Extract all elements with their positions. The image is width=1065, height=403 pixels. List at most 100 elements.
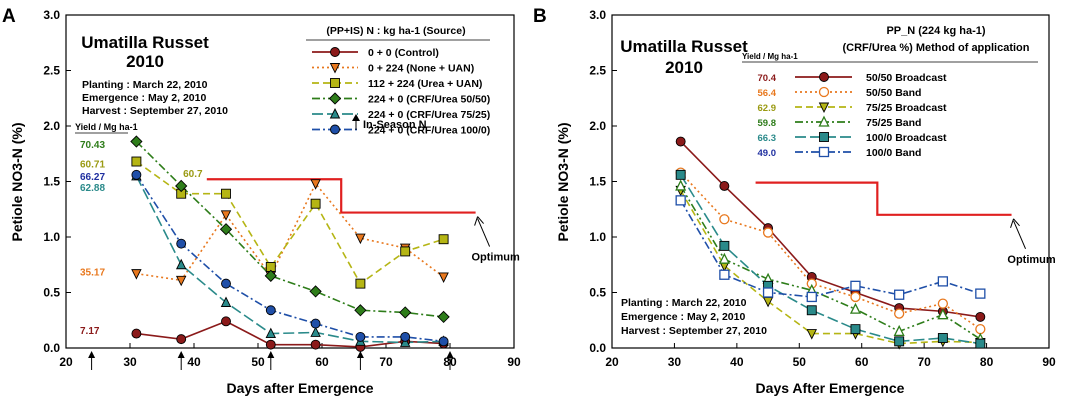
panel-a: A Umatilla Russet 2010 Planting : March … [2, 6, 521, 396]
series-line-a-4 [135, 175, 444, 344]
data-point-a-3 [219, 223, 233, 236]
data-point-b-5 [850, 280, 861, 291]
y-tick-label-a: 3.0 [43, 8, 60, 22]
data-point-b-5 [937, 276, 949, 287]
legend-label-a: 224 + 0 (CRF/Urea 50/50) [368, 94, 490, 106]
data-point-a-0 [221, 316, 231, 327]
chart-title-b: Umatilla Russet [620, 37, 748, 56]
legend-title-b-1: PP_N (224 kg ha-1) [886, 25, 985, 37]
legend-marker-b [819, 72, 829, 82]
y-tick-label-a: 0.0 [43, 341, 60, 355]
yield-header-a: Yield / Mg ha-1 [75, 122, 138, 132]
data-point-b-4 [894, 336, 905, 347]
data-point-b-5 [762, 287, 774, 298]
in-season-arrow [177, 351, 185, 370]
y-tick-label-a: 1.5 [43, 175, 60, 189]
series-line-a-5 [135, 174, 444, 343]
legend-marker-a [328, 92, 342, 105]
legend-b: 70.4 50/50 Broadcast 56.4 50/50 Band 62.9 75/… [758, 72, 948, 159]
yield-label-a: 66.27 [80, 172, 105, 183]
data-point-a-0 [131, 328, 142, 339]
data-point-b-3 [893, 324, 905, 336]
optimum-label-b: Optimum [1007, 254, 1055, 266]
data-point-b-0 [675, 136, 686, 147]
legend-yield-b: 59.8 [758, 118, 777, 129]
x-tick-label-b: 90 [1042, 355, 1056, 369]
data-point-a-3 [309, 285, 322, 298]
legend-item-a: 224 + 0 (CRF/Urea 75/25) [312, 107, 490, 121]
legend-item-a: 224 + 0 (CRF/Urea 50/50) [312, 92, 490, 106]
yield-label-a: 62.88 [80, 183, 105, 194]
optimum-line-a [206, 178, 476, 214]
legend-marker-a [329, 107, 341, 119]
data-point-b-5 [675, 195, 686, 206]
legend-a: 0 + 0 (Control) 0 + 224 (None + UAN) 112 +… [312, 47, 490, 137]
data-point-a-5 [176, 238, 187, 249]
legend-item-a: 0 + 0 (Control) [312, 47, 439, 59]
data-point-b-5 [719, 269, 730, 280]
data-point-b-4 [675, 169, 686, 180]
series-line-b-2 [679, 189, 981, 345]
data-point-a-4 [175, 258, 187, 270]
legend-marker-b [818, 86, 830, 98]
x-tick-label-a: 40 [187, 355, 201, 369]
legend-item-b: 56.4 50/50 Band [758, 86, 921, 99]
legend-item-b: 62.9 75/25 Broadcast [758, 102, 948, 114]
data-point-a-5 [355, 331, 366, 342]
series-line-b-4 [679, 174, 981, 345]
data-point-a-0 [265, 339, 276, 350]
data-point-a-5 [438, 336, 449, 347]
legend-marker-b [818, 102, 830, 114]
yield-label-a: 60.71 [80, 160, 105, 171]
data-point-b-0 [719, 180, 730, 191]
yield-label-a: 7.17 [80, 326, 100, 337]
legend-item-b: 70.4 50/50 Broadcast [758, 72, 948, 84]
legend-yield-b: 49.0 [758, 148, 777, 159]
legend-label-b: 100/0 Broadcast [866, 132, 947, 144]
legend-label-a: 0 + 0 (Control) [368, 47, 439, 59]
x-tick-label-a: 20 [59, 355, 73, 369]
data-point-b-2 [762, 296, 774, 308]
data-point-a-1 [310, 179, 321, 190]
series-line-a-1 [136, 182, 445, 282]
legend-marker-a [330, 47, 340, 57]
legend-marker-a [329, 63, 341, 74]
plot-area-b: 20 30 40 50 60 70 80 90 0.0 0.5 1.0 1.5 2.0 2.5 3.0 Opt… [589, 8, 1056, 369]
series-line-b-5 [679, 199, 981, 298]
data-point-a-5 [400, 331, 411, 342]
data-point-b-1 [937, 298, 949, 309]
legend-label-b: 100/0 Band [866, 147, 921, 159]
data-point-a-5 [131, 169, 142, 180]
info-harvest-b: Harvest : September 27, 2010 [621, 325, 767, 337]
data-point-a-3 [175, 179, 188, 193]
data-point-b-3 [718, 252, 730, 264]
legend-label-b: 75/25 Band [866, 117, 921, 129]
series-line-a-3 [135, 140, 444, 318]
data-point-a-0 [176, 334, 187, 345]
x-tick-label-a: 90 [507, 355, 521, 369]
yield-label-a: 70.43 [80, 140, 105, 151]
y-tick-label-b: 2.0 [589, 119, 606, 133]
data-point-b-1 [719, 214, 730, 225]
data-point-a-2 [131, 156, 142, 167]
data-point-b-1 [894, 308, 905, 319]
optimum-line-b [755, 181, 1012, 216]
x-tick-label-b: 40 [730, 355, 744, 369]
data-point-a-4 [220, 296, 232, 307]
data-point-a-2 [221, 188, 231, 199]
data-point-a-3 [437, 310, 450, 324]
data-point-a-1 [131, 269, 142, 280]
x-axis-label-b: Days After Emergence [756, 380, 905, 396]
y-tick-label-b: 1.5 [589, 175, 606, 189]
data-point-b-4 [719, 240, 730, 251]
data-point-b-3 [849, 302, 862, 314]
legend-label-b: 50/50 Band [866, 87, 921, 99]
legend-label-a: 224 + 0 (CRF/Urea 75/25) [368, 109, 490, 121]
data-point-a-1 [438, 272, 449, 283]
in-season-arrow [356, 351, 364, 370]
x-tick-label-b: 30 [668, 355, 682, 369]
legend-yield-b: 56.4 [758, 88, 777, 99]
series-line-b-0 [680, 140, 981, 318]
legend-marker-b [818, 146, 830, 158]
